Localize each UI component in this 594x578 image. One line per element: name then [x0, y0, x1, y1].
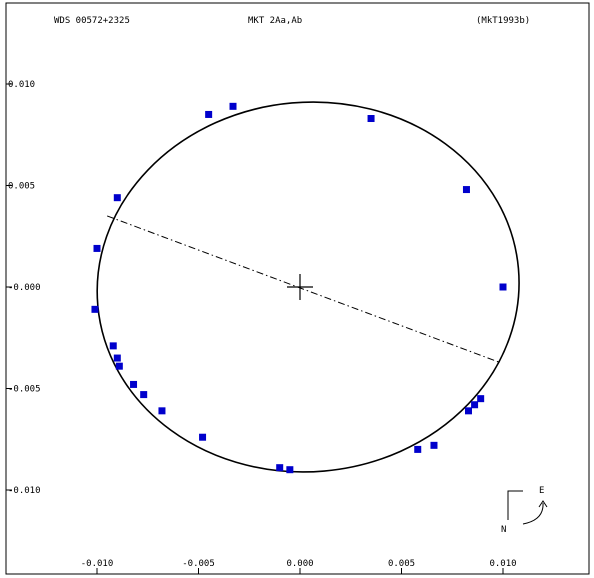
observation-point	[113, 354, 121, 362]
observation-point	[113, 194, 121, 202]
x-tick-label: 0.005	[388, 559, 415, 569]
x-axis: -0.010 -0.005 0.000 0.005 0.010	[81, 559, 517, 574]
node-line	[106, 215, 500, 363]
header-left: WDS 00572+2325	[54, 16, 130, 26]
compass-east-label: E	[539, 486, 544, 496]
compass-north-label: N	[501, 525, 506, 535]
observation-point	[276, 464, 284, 472]
y-tick-label: -0.000	[8, 283, 41, 293]
y-tick-label: -0.010	[8, 486, 41, 496]
x-tick-label: 0.000	[286, 559, 313, 569]
header-right: (MkT1993b)	[476, 16, 530, 26]
observation-point	[477, 395, 485, 403]
observation-point	[93, 244, 101, 252]
observation-point	[462, 186, 470, 194]
observation-point	[109, 342, 117, 350]
observation-point	[286, 466, 294, 474]
y-tick-label: -0.005	[8, 385, 41, 395]
observation-point	[229, 102, 237, 110]
x-tick-label: 0.010	[489, 559, 516, 569]
observation-point	[471, 401, 479, 409]
orbit-ellipse	[96, 101, 520, 473]
observation-point	[158, 407, 166, 415]
observations	[91, 102, 507, 474]
primary-star-marker	[287, 274, 313, 300]
header-center: MKT 2Aa,Ab	[248, 16, 302, 26]
observation-point	[115, 362, 123, 370]
y-axis: 0.010 0.005 -0.000 -0.005 -0.010	[6, 80, 41, 496]
observation-point	[140, 391, 148, 399]
plot-frame	[5, 2, 590, 575]
x-tick-label: -0.005	[182, 559, 215, 569]
observation-point	[499, 283, 507, 291]
observation-point	[464, 407, 472, 415]
y-tick-label: 0.010	[8, 80, 35, 90]
observation-point	[130, 380, 138, 388]
observation-point	[91, 305, 99, 313]
y-tick-label: 0.005	[8, 182, 35, 192]
compass-icon: E N	[501, 486, 548, 535]
observation-point	[430, 441, 438, 449]
observation-point	[199, 433, 207, 441]
observation-point	[414, 445, 422, 453]
x-tick-label: -0.010	[81, 559, 114, 569]
observation-point	[367, 115, 375, 123]
observation-point	[205, 110, 213, 118]
